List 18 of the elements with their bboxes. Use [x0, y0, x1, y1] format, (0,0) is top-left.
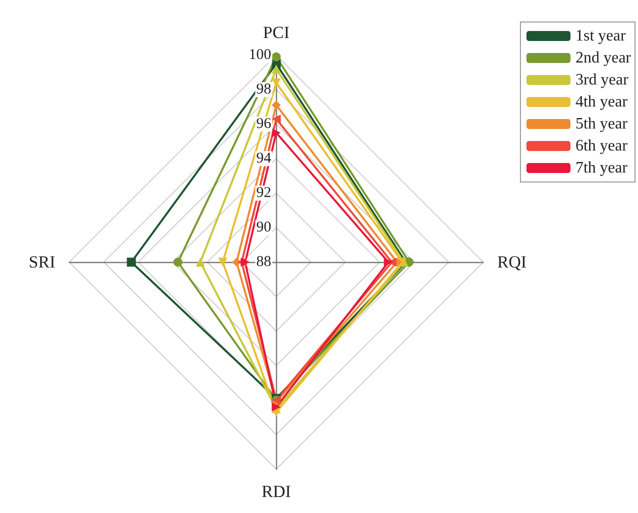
y-tick-label: 88 — [256, 254, 272, 270]
spoke-label: SRI — [28, 252, 56, 272]
legend-label: 7th year — [575, 160, 628, 176]
y-tick-label: 98 — [256, 82, 272, 98]
y-tick-label: 100 — [248, 47, 272, 64]
legend-label: 3rd year — [575, 72, 629, 88]
legend-label: 5th year — [575, 116, 628, 132]
legend-label: 1st year — [575, 28, 626, 44]
legend-label: 6th year — [575, 138, 628, 154]
y-tick-label: 96 — [256, 116, 272, 132]
y-tick-label: 90 — [256, 220, 272, 236]
legend-label: 4th year — [575, 94, 628, 110]
y-tick-label: 94 — [256, 150, 272, 167]
spoke-label: PCI — [263, 23, 290, 42]
y-tick-label: 92 — [256, 185, 272, 202]
spoke-label: RDI — [262, 482, 292, 502]
legend-label: 2nd year — [575, 50, 632, 66]
spoke-label: RQI — [497, 252, 527, 272]
